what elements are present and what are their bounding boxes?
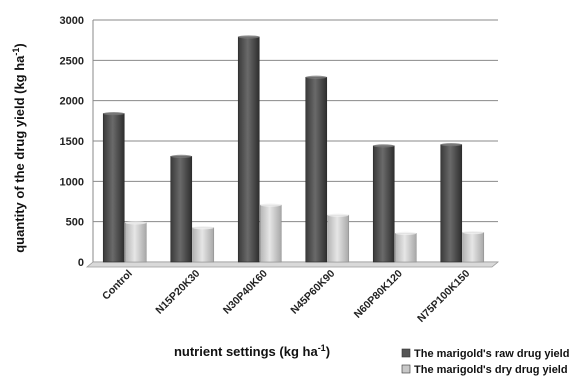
bar-top-highlight (327, 213, 349, 217)
y-tick-labels: 0 500 1000 1500 2000 2500 3000 (60, 15, 84, 269)
bar-top-highlight (103, 111, 125, 116)
bar-top-highlight (170, 154, 192, 158)
bar-top-highlight (125, 221, 147, 225)
y-tick-label: 3000 (60, 15, 84, 27)
bar-top-highlight (440, 143, 462, 147)
x-tick-label: N30P40K60 (221, 268, 270, 317)
bar-dry-yield (124, 222, 147, 263)
legend-swatch (401, 348, 411, 358)
y-tick-label: 0 (78, 257, 84, 269)
legend-label: The marigold's raw drug yield (414, 348, 569, 360)
x-tick-label: N15P20K30 (153, 268, 202, 317)
bar-raw-yield (440, 144, 463, 263)
bar-dry-yield (259, 204, 282, 263)
y-tick-label: 1500 (60, 136, 84, 148)
legend: The marigold's raw drug yield The marigol… (401, 348, 569, 376)
x-tick-label: Control (100, 268, 135, 303)
bar-top-highlight (462, 230, 484, 235)
bar-top-highlight (238, 35, 260, 39)
bar-raw-yield (372, 145, 395, 263)
bar-top-highlight (305, 75, 327, 79)
legend-label: The marigold's dry drug yield (414, 364, 568, 376)
x-tick-label: N75P100K150 (415, 268, 472, 325)
y-tick-label: 2000 (60, 96, 84, 108)
gridlines (93, 19, 498, 263)
bar-top-highlight (395, 231, 417, 235)
bar-top-highlight (373, 144, 395, 148)
bar-raw-yield (102, 113, 125, 263)
y-tick-label: 1000 (60, 176, 84, 188)
y-tick-label: 500 (66, 217, 84, 229)
bar-dry-yield (394, 233, 417, 263)
bar-dry-yield (462, 232, 485, 263)
bar-top-highlight (260, 203, 282, 207)
y-tick-label: 2500 (60, 55, 84, 67)
chart-floor (85, 20, 500, 268)
x-tick-label: N60P80K120 (352, 268, 405, 321)
bar-dry-yield (192, 227, 215, 263)
bar-raw-yield (237, 36, 260, 263)
bar-top-highlight (192, 226, 214, 230)
x-tick-label: N45P60K90 (288, 268, 337, 317)
legend-swatch (401, 364, 411, 374)
y-axis-title: quantity of the drug yield (kg ha-1) (11, 43, 27, 253)
bar-raw-yield (305, 76, 328, 263)
chart-floor-plane (85, 261, 500, 268)
x-tick-labels: Control N15P20K30 N30P40K60 N45P60K90 N60P80… (100, 268, 472, 325)
bar-raw-yield (170, 156, 193, 263)
bar-dry-yield (327, 214, 350, 263)
x-axis-title: nutrient settings (kg ha-1) (174, 343, 330, 359)
bars (102, 35, 485, 263)
